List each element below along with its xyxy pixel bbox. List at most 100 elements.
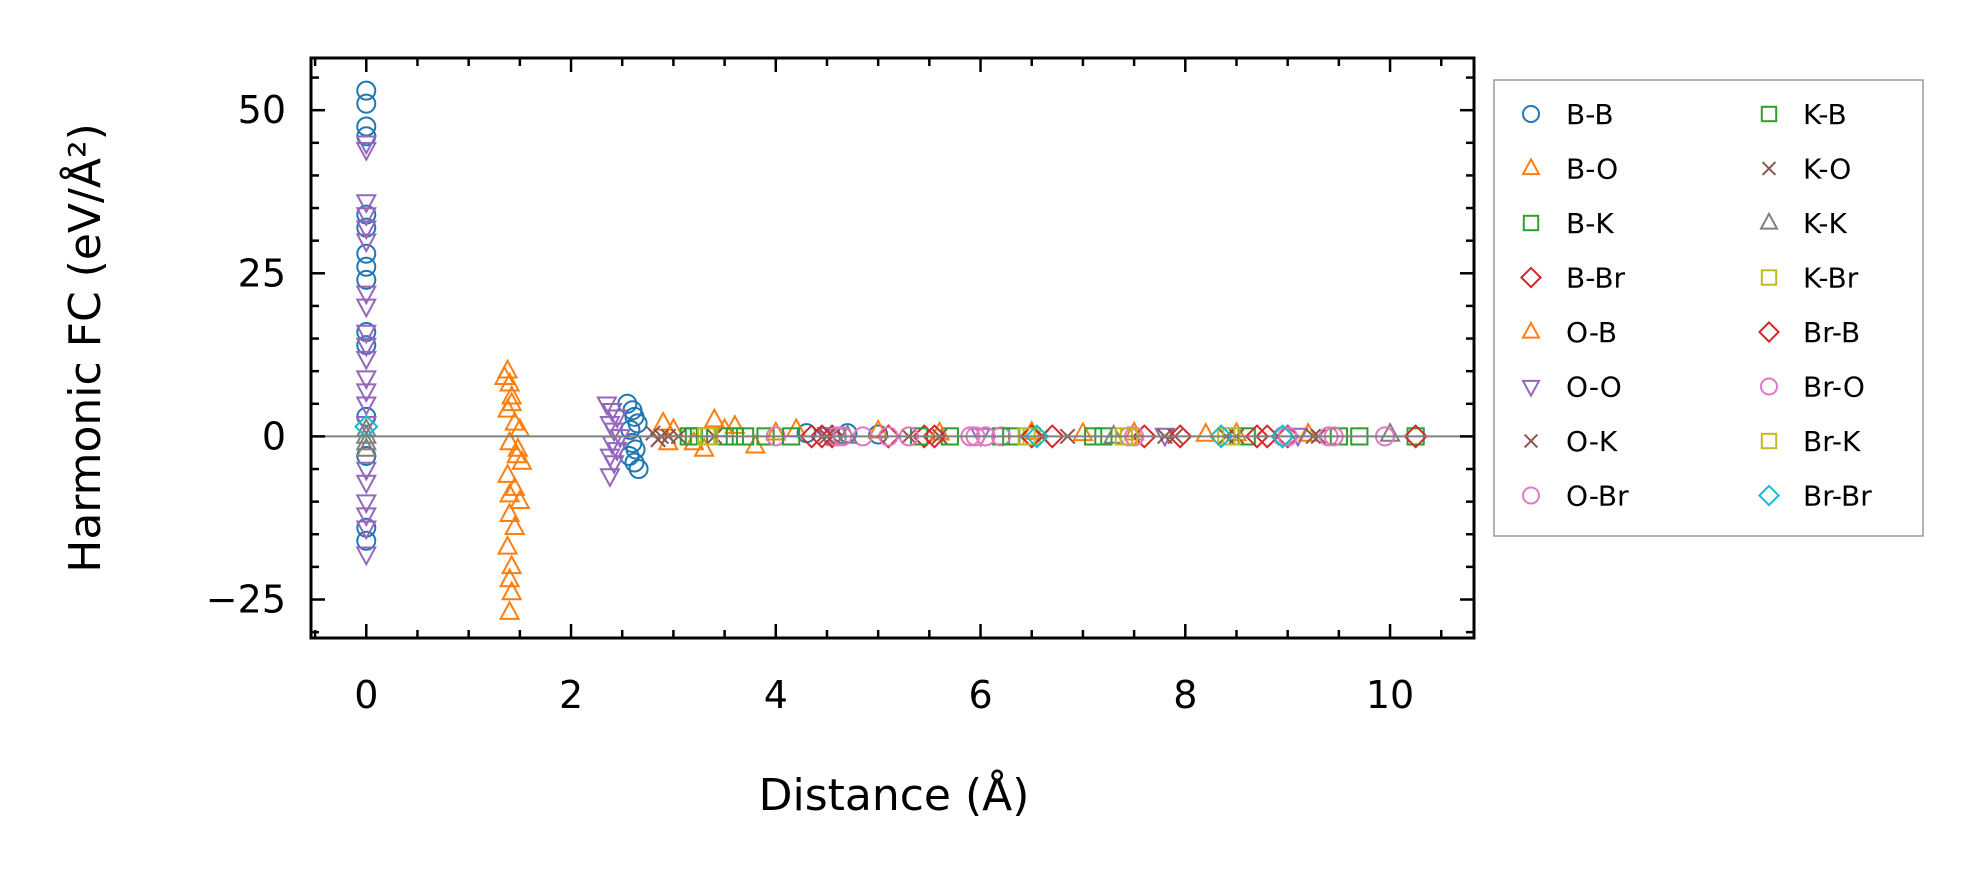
legend-marker-circle-icon bbox=[1522, 486, 1540, 505]
series-b-o bbox=[496, 358, 1248, 620]
data-point bbox=[504, 515, 526, 536]
data-point bbox=[355, 461, 377, 482]
legend-marker-triangle-down-icon bbox=[1521, 379, 1541, 398]
data-point bbox=[609, 429, 631, 449]
data-point bbox=[627, 413, 648, 434]
data-point bbox=[1208, 424, 1234, 449]
legend-item: K-Br bbox=[1760, 262, 1859, 295]
data-point bbox=[355, 507, 377, 528]
tick-labels: 0 2 4 6 8 10 −25 0 25 50 bbox=[206, 88, 1414, 717]
data-point bbox=[601, 403, 623, 423]
legend-label: Br-O bbox=[1803, 371, 1865, 404]
data-point bbox=[356, 243, 377, 264]
data-point bbox=[355, 298, 377, 319]
x-tick-label: 0 bbox=[354, 673, 378, 717]
data-point bbox=[819, 424, 845, 449]
legend-item: O-K bbox=[1523, 425, 1618, 458]
series-o-o bbox=[355, 135, 1309, 567]
legend-marker-square-icon bbox=[1760, 432, 1778, 450]
series-br-br bbox=[354, 414, 1295, 449]
legend-label: Br-B bbox=[1803, 316, 1860, 349]
legend-item: Br-Br bbox=[1757, 480, 1872, 513]
legend-marker-diamond-icon bbox=[1519, 266, 1543, 289]
data-point bbox=[496, 463, 519, 483]
data-point bbox=[496, 534, 519, 555]
data-point bbox=[799, 424, 824, 449]
y-tick-label: 0 bbox=[262, 414, 286, 458]
legend-label: Br-K bbox=[1803, 425, 1861, 458]
data-point bbox=[1403, 424, 1428, 449]
data-point bbox=[355, 285, 377, 306]
legend-item: Br-O bbox=[1760, 371, 1865, 404]
data-point bbox=[1270, 424, 1295, 449]
legend-marker-triangle-up-icon bbox=[1521, 320, 1541, 339]
legend-item: O-O bbox=[1521, 371, 1622, 404]
legend-label: O-K bbox=[1566, 425, 1618, 458]
legend-marker-x-icon bbox=[1523, 433, 1539, 449]
legend-marker-circle-icon bbox=[1522, 105, 1540, 123]
data-point bbox=[1019, 424, 1044, 449]
data-point bbox=[500, 554, 523, 575]
x-tick-label: 4 bbox=[764, 673, 788, 717]
y-axis-label: Harmonic FC (eV/Å²) bbox=[58, 123, 111, 573]
legend-marker-square-icon bbox=[1522, 214, 1540, 232]
legend-item: Br-B bbox=[1757, 316, 1860, 349]
data-point bbox=[355, 350, 377, 371]
legend-item: B-O bbox=[1521, 153, 1618, 186]
legend-label: O-B bbox=[1566, 316, 1617, 349]
data-point bbox=[500, 391, 523, 412]
plot-frame bbox=[309, 56, 1476, 640]
data-point bbox=[355, 546, 377, 567]
legend: B-B B-O B-K B-Br O-B O-O O-K O-Br K-B K-O K-K K-Br B… bbox=[1493, 79, 1924, 537]
data-point bbox=[1024, 424, 1050, 449]
data-point bbox=[355, 233, 377, 254]
legend-item: B-K bbox=[1522, 207, 1614, 240]
data-point bbox=[355, 324, 377, 345]
data-point bbox=[625, 439, 646, 460]
data-point bbox=[498, 502, 521, 522]
data-point bbox=[498, 430, 521, 451]
legend-marker-square-icon bbox=[1760, 105, 1778, 123]
legend-label: K-K bbox=[1803, 207, 1848, 240]
data-point bbox=[355, 194, 377, 214]
x-axis-label: Distance (Å) bbox=[759, 768, 1030, 821]
data-point bbox=[693, 436, 715, 457]
data-point bbox=[603, 455, 625, 475]
data-point bbox=[356, 269, 377, 290]
legend-frame bbox=[1493, 79, 1924, 537]
data-point bbox=[603, 422, 625, 443]
data-point bbox=[703, 407, 726, 428]
data-point bbox=[355, 370, 377, 391]
data-point bbox=[1072, 421, 1094, 442]
legend-marker-x-icon bbox=[1761, 161, 1777, 176]
legend-label: B-B bbox=[1566, 98, 1614, 131]
legend-marker-triangle-up-icon bbox=[1521, 157, 1541, 176]
data-point bbox=[355, 436, 377, 457]
data-point bbox=[724, 414, 746, 434]
legend-item: Br-K bbox=[1760, 425, 1861, 458]
data-point bbox=[355, 207, 377, 228]
data-point bbox=[355, 430, 377, 451]
data-point bbox=[606, 409, 628, 430]
legend-label: B-O bbox=[1566, 153, 1618, 186]
data-point bbox=[1167, 424, 1193, 449]
legend-item: O-Br bbox=[1522, 480, 1629, 513]
y-tick-label: −25 bbox=[206, 578, 286, 622]
data-point bbox=[356, 80, 377, 101]
data-point bbox=[868, 424, 889, 445]
legend-marker-diamond-icon bbox=[1757, 320, 1781, 344]
data-point bbox=[1102, 423, 1125, 444]
data-point bbox=[355, 337, 377, 358]
legend-item: B-Br bbox=[1519, 262, 1626, 295]
legend-label: O-Br bbox=[1566, 480, 1629, 513]
data-point bbox=[355, 135, 377, 156]
data-point bbox=[765, 420, 787, 441]
series-b-b bbox=[356, 80, 889, 551]
legend-label: K-Br bbox=[1803, 262, 1859, 295]
legend-marker-square-icon bbox=[1760, 269, 1778, 286]
data-point bbox=[809, 424, 835, 449]
data-point bbox=[498, 600, 521, 620]
data-point bbox=[493, 365, 516, 385]
data-point bbox=[922, 424, 947, 449]
